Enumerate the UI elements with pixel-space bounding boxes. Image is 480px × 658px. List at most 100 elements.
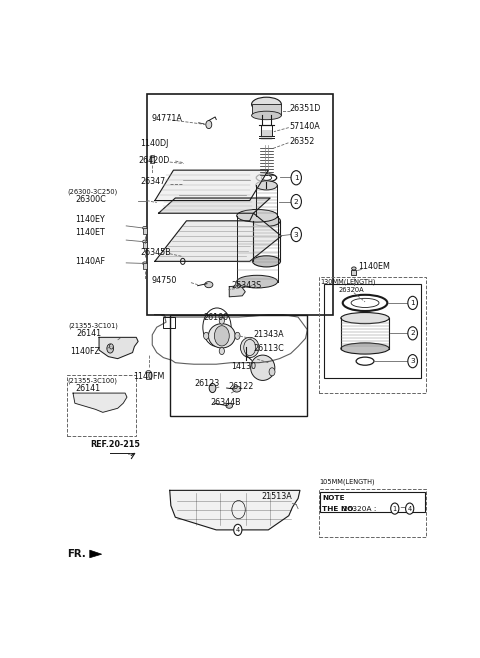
Text: 105MM(LENGTH): 105MM(LENGTH) xyxy=(320,478,375,485)
Ellipse shape xyxy=(352,267,356,270)
Text: 26300C: 26300C xyxy=(75,195,106,204)
Circle shape xyxy=(391,503,399,514)
Circle shape xyxy=(408,296,418,309)
Polygon shape xyxy=(99,338,138,359)
Ellipse shape xyxy=(252,256,280,267)
Text: 3: 3 xyxy=(294,232,299,238)
Ellipse shape xyxy=(252,97,281,111)
Text: NOTE: NOTE xyxy=(322,495,345,501)
Bar xyxy=(143,228,147,234)
Ellipse shape xyxy=(204,282,213,288)
Ellipse shape xyxy=(146,370,151,374)
Text: 1: 1 xyxy=(393,505,397,512)
Text: 1: 1 xyxy=(410,300,415,306)
Ellipse shape xyxy=(143,240,147,243)
Ellipse shape xyxy=(252,111,281,120)
Bar xyxy=(324,284,421,378)
Text: 1140EM: 1140EM xyxy=(359,262,390,271)
Text: 2: 2 xyxy=(410,330,415,336)
Bar xyxy=(143,263,147,270)
Ellipse shape xyxy=(341,343,389,354)
Text: 26352: 26352 xyxy=(289,138,315,146)
Text: 26347: 26347 xyxy=(140,177,165,186)
Text: 1140ET: 1140ET xyxy=(75,228,105,238)
Text: 26420D: 26420D xyxy=(138,155,169,164)
Text: REF.20-215: REF.20-215 xyxy=(91,440,140,449)
Ellipse shape xyxy=(240,338,259,358)
Text: 1140FZ: 1140FZ xyxy=(71,347,100,356)
Circle shape xyxy=(215,326,229,346)
Polygon shape xyxy=(155,213,281,261)
Circle shape xyxy=(406,503,414,514)
Text: 2: 2 xyxy=(294,199,299,205)
Text: (26300-3C250): (26300-3C250) xyxy=(67,188,118,195)
Text: 26320A: 26320A xyxy=(338,287,364,293)
Polygon shape xyxy=(155,170,268,201)
Circle shape xyxy=(219,317,225,324)
Circle shape xyxy=(206,120,212,128)
Text: 21513A: 21513A xyxy=(261,492,292,501)
Circle shape xyxy=(291,170,301,185)
Polygon shape xyxy=(170,490,300,530)
Bar xyxy=(351,270,357,274)
Bar xyxy=(319,490,426,538)
Bar xyxy=(319,276,426,393)
Text: 26100: 26100 xyxy=(203,313,228,322)
Text: 26122: 26122 xyxy=(228,382,253,391)
Ellipse shape xyxy=(341,313,389,324)
Text: 57140A: 57140A xyxy=(289,122,320,131)
Bar xyxy=(147,94,334,315)
Text: 26351D: 26351D xyxy=(289,104,321,113)
Text: 26320A :: 26320A : xyxy=(343,505,378,512)
Polygon shape xyxy=(73,393,127,413)
Text: 130MM(LENGTH): 130MM(LENGTH) xyxy=(321,278,376,285)
Circle shape xyxy=(408,327,418,340)
Text: 26141: 26141 xyxy=(76,384,101,393)
Bar xyxy=(146,372,151,380)
Text: 3: 3 xyxy=(410,358,415,364)
Bar xyxy=(150,157,154,163)
Ellipse shape xyxy=(208,324,235,348)
Circle shape xyxy=(269,368,275,376)
Text: 26343S: 26343S xyxy=(231,281,262,290)
Text: (21355-3C101): (21355-3C101) xyxy=(68,323,118,330)
Text: 26345B: 26345B xyxy=(140,248,171,257)
Circle shape xyxy=(107,344,114,353)
Polygon shape xyxy=(90,550,102,558)
Text: 26344B: 26344B xyxy=(210,397,240,407)
Circle shape xyxy=(234,524,242,536)
Bar xyxy=(321,492,424,512)
Text: 94750: 94750 xyxy=(152,276,177,285)
Ellipse shape xyxy=(233,386,241,392)
Text: 1: 1 xyxy=(294,175,299,181)
Ellipse shape xyxy=(143,226,147,230)
Ellipse shape xyxy=(237,275,277,288)
Bar xyxy=(67,375,136,436)
Circle shape xyxy=(408,355,418,368)
Circle shape xyxy=(209,384,216,393)
Circle shape xyxy=(235,332,240,340)
Text: 1140DJ: 1140DJ xyxy=(140,139,168,148)
Polygon shape xyxy=(158,198,270,213)
Text: (21355-3C100): (21355-3C100) xyxy=(67,377,118,384)
Text: 1140EY: 1140EY xyxy=(75,215,105,224)
Text: 21343A: 21343A xyxy=(253,330,284,340)
Ellipse shape xyxy=(252,215,280,226)
Text: 94771A: 94771A xyxy=(152,114,183,124)
Text: 4: 4 xyxy=(236,527,240,533)
Text: 1140AF: 1140AF xyxy=(75,257,105,266)
Text: THE NO.: THE NO. xyxy=(322,505,356,512)
Bar xyxy=(163,317,175,328)
Text: ~: ~ xyxy=(399,505,406,512)
Circle shape xyxy=(291,228,301,241)
Bar xyxy=(252,105,281,115)
Bar xyxy=(170,315,307,416)
Bar xyxy=(143,241,147,247)
Text: 26113C: 26113C xyxy=(253,344,284,353)
Text: 26123: 26123 xyxy=(194,380,219,388)
Ellipse shape xyxy=(150,155,155,159)
Text: 4: 4 xyxy=(408,505,412,512)
Text: FR.: FR. xyxy=(67,549,86,559)
Text: 26141: 26141 xyxy=(77,329,102,338)
Text: 1140FM: 1140FM xyxy=(133,372,165,381)
